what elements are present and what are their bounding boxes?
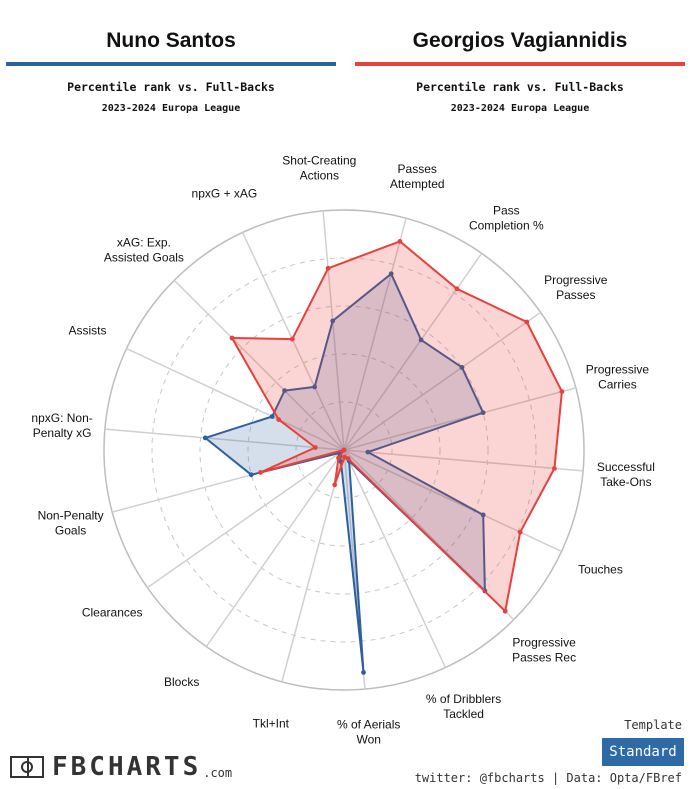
- radar-grid-ring: [247, 353, 441, 547]
- data-point-georgios-vagiannidis: [524, 319, 530, 325]
- radar-spoke: [146, 449, 345, 589]
- fbcharts-logo: FBCHARTS .com: [10, 752, 232, 782]
- axis-label: Successful Take-Ons: [597, 460, 655, 489]
- logo-text: FBCHARTS: [52, 752, 202, 782]
- data-point-georgios-vagiannidis: [312, 445, 318, 450]
- subtitle-left: Percentile rank vs. Full-Backs: [67, 80, 275, 94]
- axis-label: npxG: Non-Penalty xG: [31, 411, 92, 440]
- logo-suffix: .com: [203, 766, 233, 780]
- axis-label: Blocks: [164, 675, 199, 689]
- player-header-left: Nuno Santos Percentile rank vs. Full-Bac…: [6, 26, 336, 114]
- data-point-georgios-vagiannidis: [397, 239, 403, 244]
- data-point-nuno-santos: [282, 388, 287, 393]
- data-credit: twitter: @fbcharts | Data: Opta/FBref: [414, 771, 682, 785]
- axis-label: Touches: [578, 563, 623, 577]
- axis-label: % of Aerials Won: [337, 717, 400, 746]
- radar-spoke: [343, 311, 542, 451]
- data-point-georgios-vagiannidis: [502, 608, 508, 614]
- data-point-georgios-vagiannidis: [258, 470, 263, 475]
- radar-grid-ring: [295, 401, 393, 499]
- data-point-nuno-santos: [365, 449, 371, 455]
- axis-label: % of Dribblers Tackled: [426, 692, 501, 721]
- data-point-georgios-vagiannidis: [552, 466, 557, 471]
- radar-spoke: [343, 387, 577, 451]
- subtitle-right: Percentile rank vs. Full-Backs: [416, 80, 624, 94]
- radar-spoke: [126, 347, 345, 451]
- radar-spoke: [343, 449, 447, 668]
- player-header-right: Georgios Vagiannidis Percentile rank vs.…: [355, 26, 685, 114]
- template-button[interactable]: Standard: [602, 738, 684, 766]
- radar-grid-ring: [199, 305, 489, 595]
- data-point-georgios-vagiannidis: [454, 286, 460, 292]
- data-point-nuno-santos: [202, 435, 208, 441]
- data-point-nuno-santos: [459, 365, 465, 370]
- axis-label: Pass Completion %: [469, 204, 544, 233]
- pitch-icon: [10, 756, 44, 778]
- axis-label: Tkl+Int: [253, 716, 290, 730]
- player-color-bar-right: [355, 62, 685, 66]
- radar-spoke: [343, 449, 584, 472]
- data-point-georgios-vagiannidis: [332, 482, 338, 488]
- data-point-georgios-vagiannidis: [341, 447, 347, 453]
- data-point-georgios-vagiannidis: [289, 336, 295, 342]
- data-point-nuno-santos: [418, 337, 424, 343]
- axis-label: Progressive Passes: [544, 273, 608, 302]
- data-point-nuno-santos: [330, 318, 336, 324]
- data-point-georgios-vagiannidis: [517, 529, 523, 535]
- data-point-nuno-santos: [480, 410, 486, 416]
- axis-label: Progressive Carries: [586, 362, 650, 391]
- axis-label: Assists: [68, 323, 106, 337]
- radar-spoke: [343, 217, 407, 451]
- radar-spoke: [343, 449, 562, 553]
- data-point-nuno-santos: [361, 670, 366, 675]
- data-point-georgios-vagiannidis: [559, 389, 565, 394]
- player-name-right: Georgios Vagiannidis: [412, 29, 628, 52]
- radar-spoke: [281, 449, 345, 683]
- data-point-georgios-vagiannidis: [229, 335, 235, 341]
- data-point-nuno-santos: [248, 472, 254, 478]
- axis-label: Shot-Creating Actions: [282, 154, 356, 183]
- axis-label: Non-Penalty Goals: [38, 509, 104, 538]
- competition-right: 2023-2024 Europa League: [450, 103, 590, 114]
- axis-label: npxG + xAG: [192, 187, 258, 201]
- radar-spoke: [173, 279, 345, 451]
- data-point-georgios-vagiannidis: [342, 454, 347, 460]
- radar-spoke: [322, 210, 345, 451]
- data-point-nuno-santos: [388, 271, 394, 277]
- radar-outer-ring: [103, 209, 585, 691]
- data-point-georgios-vagiannidis: [276, 417, 282, 422]
- axis-label: Clearances: [82, 605, 143, 619]
- radar-spoke: [343, 252, 483, 451]
- data-point-nuno-santos: [312, 384, 317, 390]
- radar-spoke: [104, 428, 345, 451]
- data-point-nuno-santos: [480, 512, 486, 518]
- data-point-nuno-santos: [269, 414, 275, 419]
- data-point-georgios-vagiannidis: [325, 265, 331, 271]
- axis-label: Passes Attempted: [390, 162, 445, 191]
- template-label: Template: [624, 718, 682, 732]
- radar-spoke: [205, 449, 345, 648]
- data-point-georgios-vagiannidis: [336, 455, 341, 461]
- axis-label: xAG: Exp. Assisted Goals: [104, 235, 184, 264]
- player-color-bar-left: [6, 62, 336, 66]
- radar-grid-ring: [151, 257, 537, 643]
- player-name-left: Nuno Santos: [106, 29, 236, 52]
- axis-label: Progressive Passes Rec: [512, 636, 576, 665]
- competition-left: 2023-2024 Europa League: [101, 103, 241, 114]
